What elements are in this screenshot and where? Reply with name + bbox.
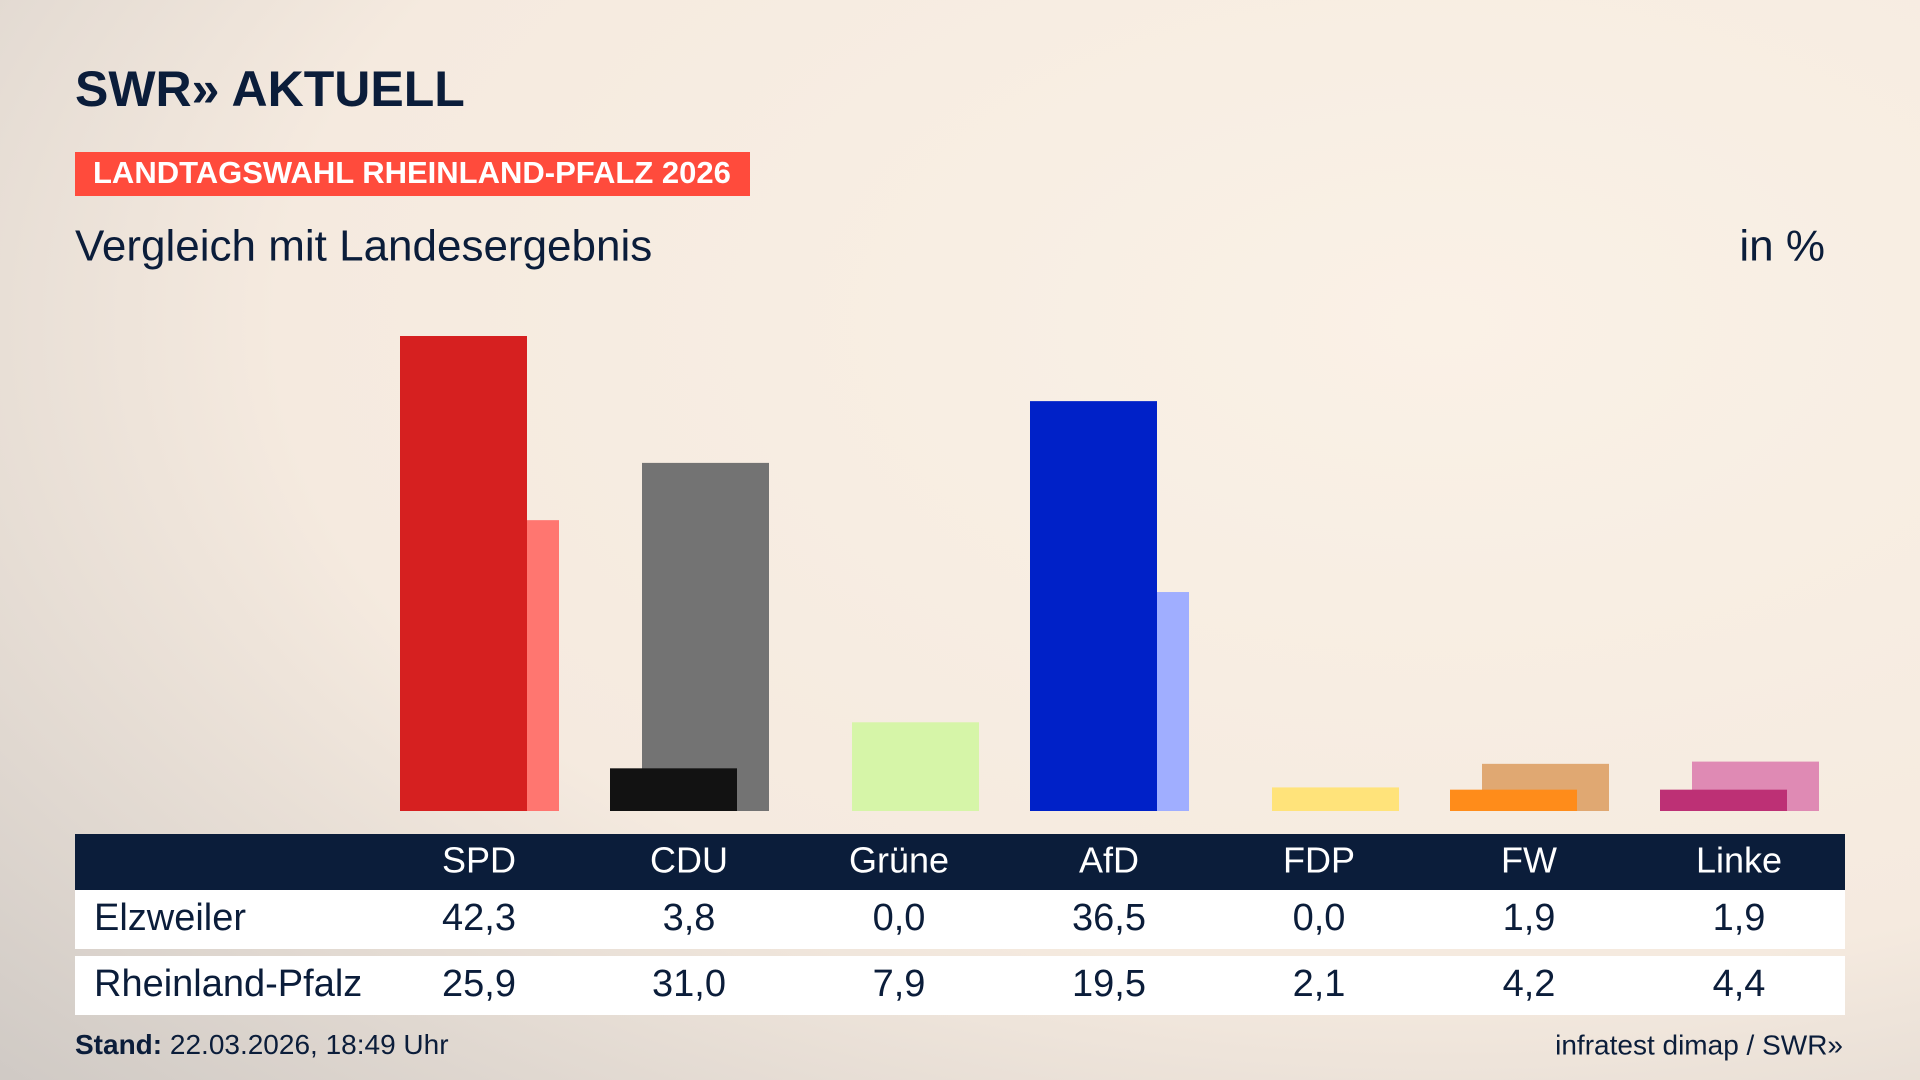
column-header: AfD <box>1079 840 1139 881</box>
bar <box>1450 789 1577 811</box>
row-label: Rheinland-Pfalz <box>94 963 362 1005</box>
bar <box>1660 789 1787 811</box>
column-header: Grüne <box>849 840 949 881</box>
bar <box>610 768 737 811</box>
bar <box>400 336 527 811</box>
table-value: 1,9 <box>1503 897 1556 939</box>
footer-stand: Stand: 22.03.2026, 18:49 Uhr <box>75 1029 449 1060</box>
unit-label: in % <box>1739 222 1825 271</box>
table-value: 4,4 <box>1713 963 1766 1005</box>
column-header: Linke <box>1696 840 1782 881</box>
table-row <box>75 956 1845 1015</box>
bar <box>852 722 979 811</box>
table-value: 1,9 <box>1713 897 1766 939</box>
column-header: SPD <box>442 840 516 881</box>
bar <box>1272 787 1399 811</box>
table-value: 0,0 <box>1293 897 1346 939</box>
table-value: 25,9 <box>442 963 516 1005</box>
row-label: Elzweiler <box>94 897 246 939</box>
chart-title: LANDTAGSWAHL RHEINLAND-PFALZ 2026 <box>93 155 731 190</box>
table-value: 0,0 <box>873 897 926 939</box>
table-value: 4,2 <box>1503 963 1556 1005</box>
column-header: FW <box>1501 840 1557 881</box>
table-row <box>75 890 1845 949</box>
table-value: 42,3 <box>442 897 516 939</box>
title-box <box>75 152 750 196</box>
stand-value: 22.03.2026, 18:49 Uhr <box>170 1029 449 1060</box>
stand-label: Stand: <box>75 1029 162 1060</box>
table-value: 3,8 <box>663 897 716 939</box>
footer-source: infratest dimap / SWR» <box>1555 1029 1843 1060</box>
chart-subtitle: Vergleich mit Landesergebnis <box>75 222 652 271</box>
table-value: 2,1 <box>1293 963 1346 1005</box>
bar <box>642 462 769 811</box>
table-value: 31,0 <box>652 963 726 1005</box>
column-header: FDP <box>1283 840 1355 881</box>
table-value: 19,5 <box>1072 963 1146 1005</box>
table-value: 7,9 <box>873 963 926 1005</box>
column-header: CDU <box>650 840 728 881</box>
table-value: 36,5 <box>1072 897 1146 939</box>
bar <box>1030 401 1157 811</box>
table-header <box>75 834 1845 890</box>
brand-logo: SWR» AKTUELL <box>75 61 465 117</box>
